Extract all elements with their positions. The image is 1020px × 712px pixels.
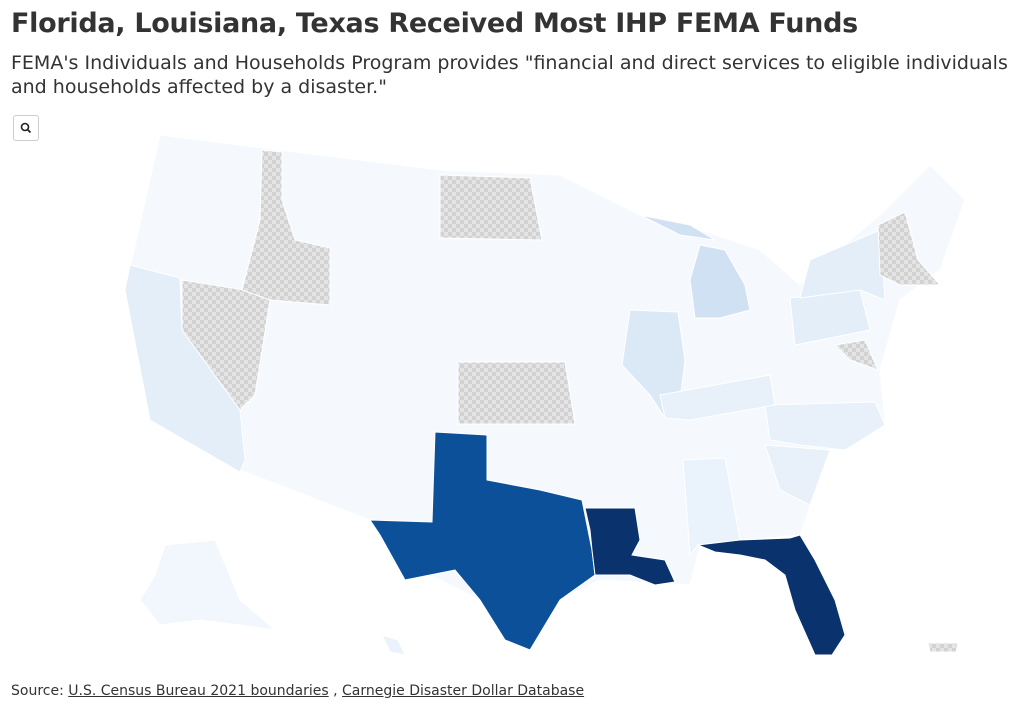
state: [799, 229, 886, 301]
state: [764, 401, 886, 451]
state: [877, 211, 942, 286]
state: [639, 214, 751, 319]
state: [124, 264, 246, 473]
state: [381, 634, 406, 656]
state: [369, 431, 596, 651]
source-link[interactable]: U.S. Census Bureau 2021 boundaries: [68, 683, 329, 699]
state: [764, 444, 831, 506]
title: Florida, Louisiana, Texas Received Most …: [11, 8, 858, 39]
source: Source: U.S. Census Bureau 2021 boundari…: [11, 683, 584, 699]
state: [696, 534, 846, 656]
search-icon: [20, 122, 32, 134]
state: [659, 374, 776, 421]
state: [833, 339, 879, 371]
state: [584, 507, 676, 586]
search-button[interactable]: [13, 115, 39, 141]
state: [439, 174, 543, 241]
state: [241, 149, 331, 306]
separator: ,: [333, 683, 338, 699]
state: [139, 539, 277, 631]
source-label: Source:: [11, 683, 64, 699]
subtitle: FEMA's Individuals and Households Progra…: [11, 52, 1008, 98]
source-link[interactable]: Carnegie Disaster Dollar Database: [342, 683, 585, 699]
state: [457, 361, 576, 425]
state: [927, 642, 959, 653]
